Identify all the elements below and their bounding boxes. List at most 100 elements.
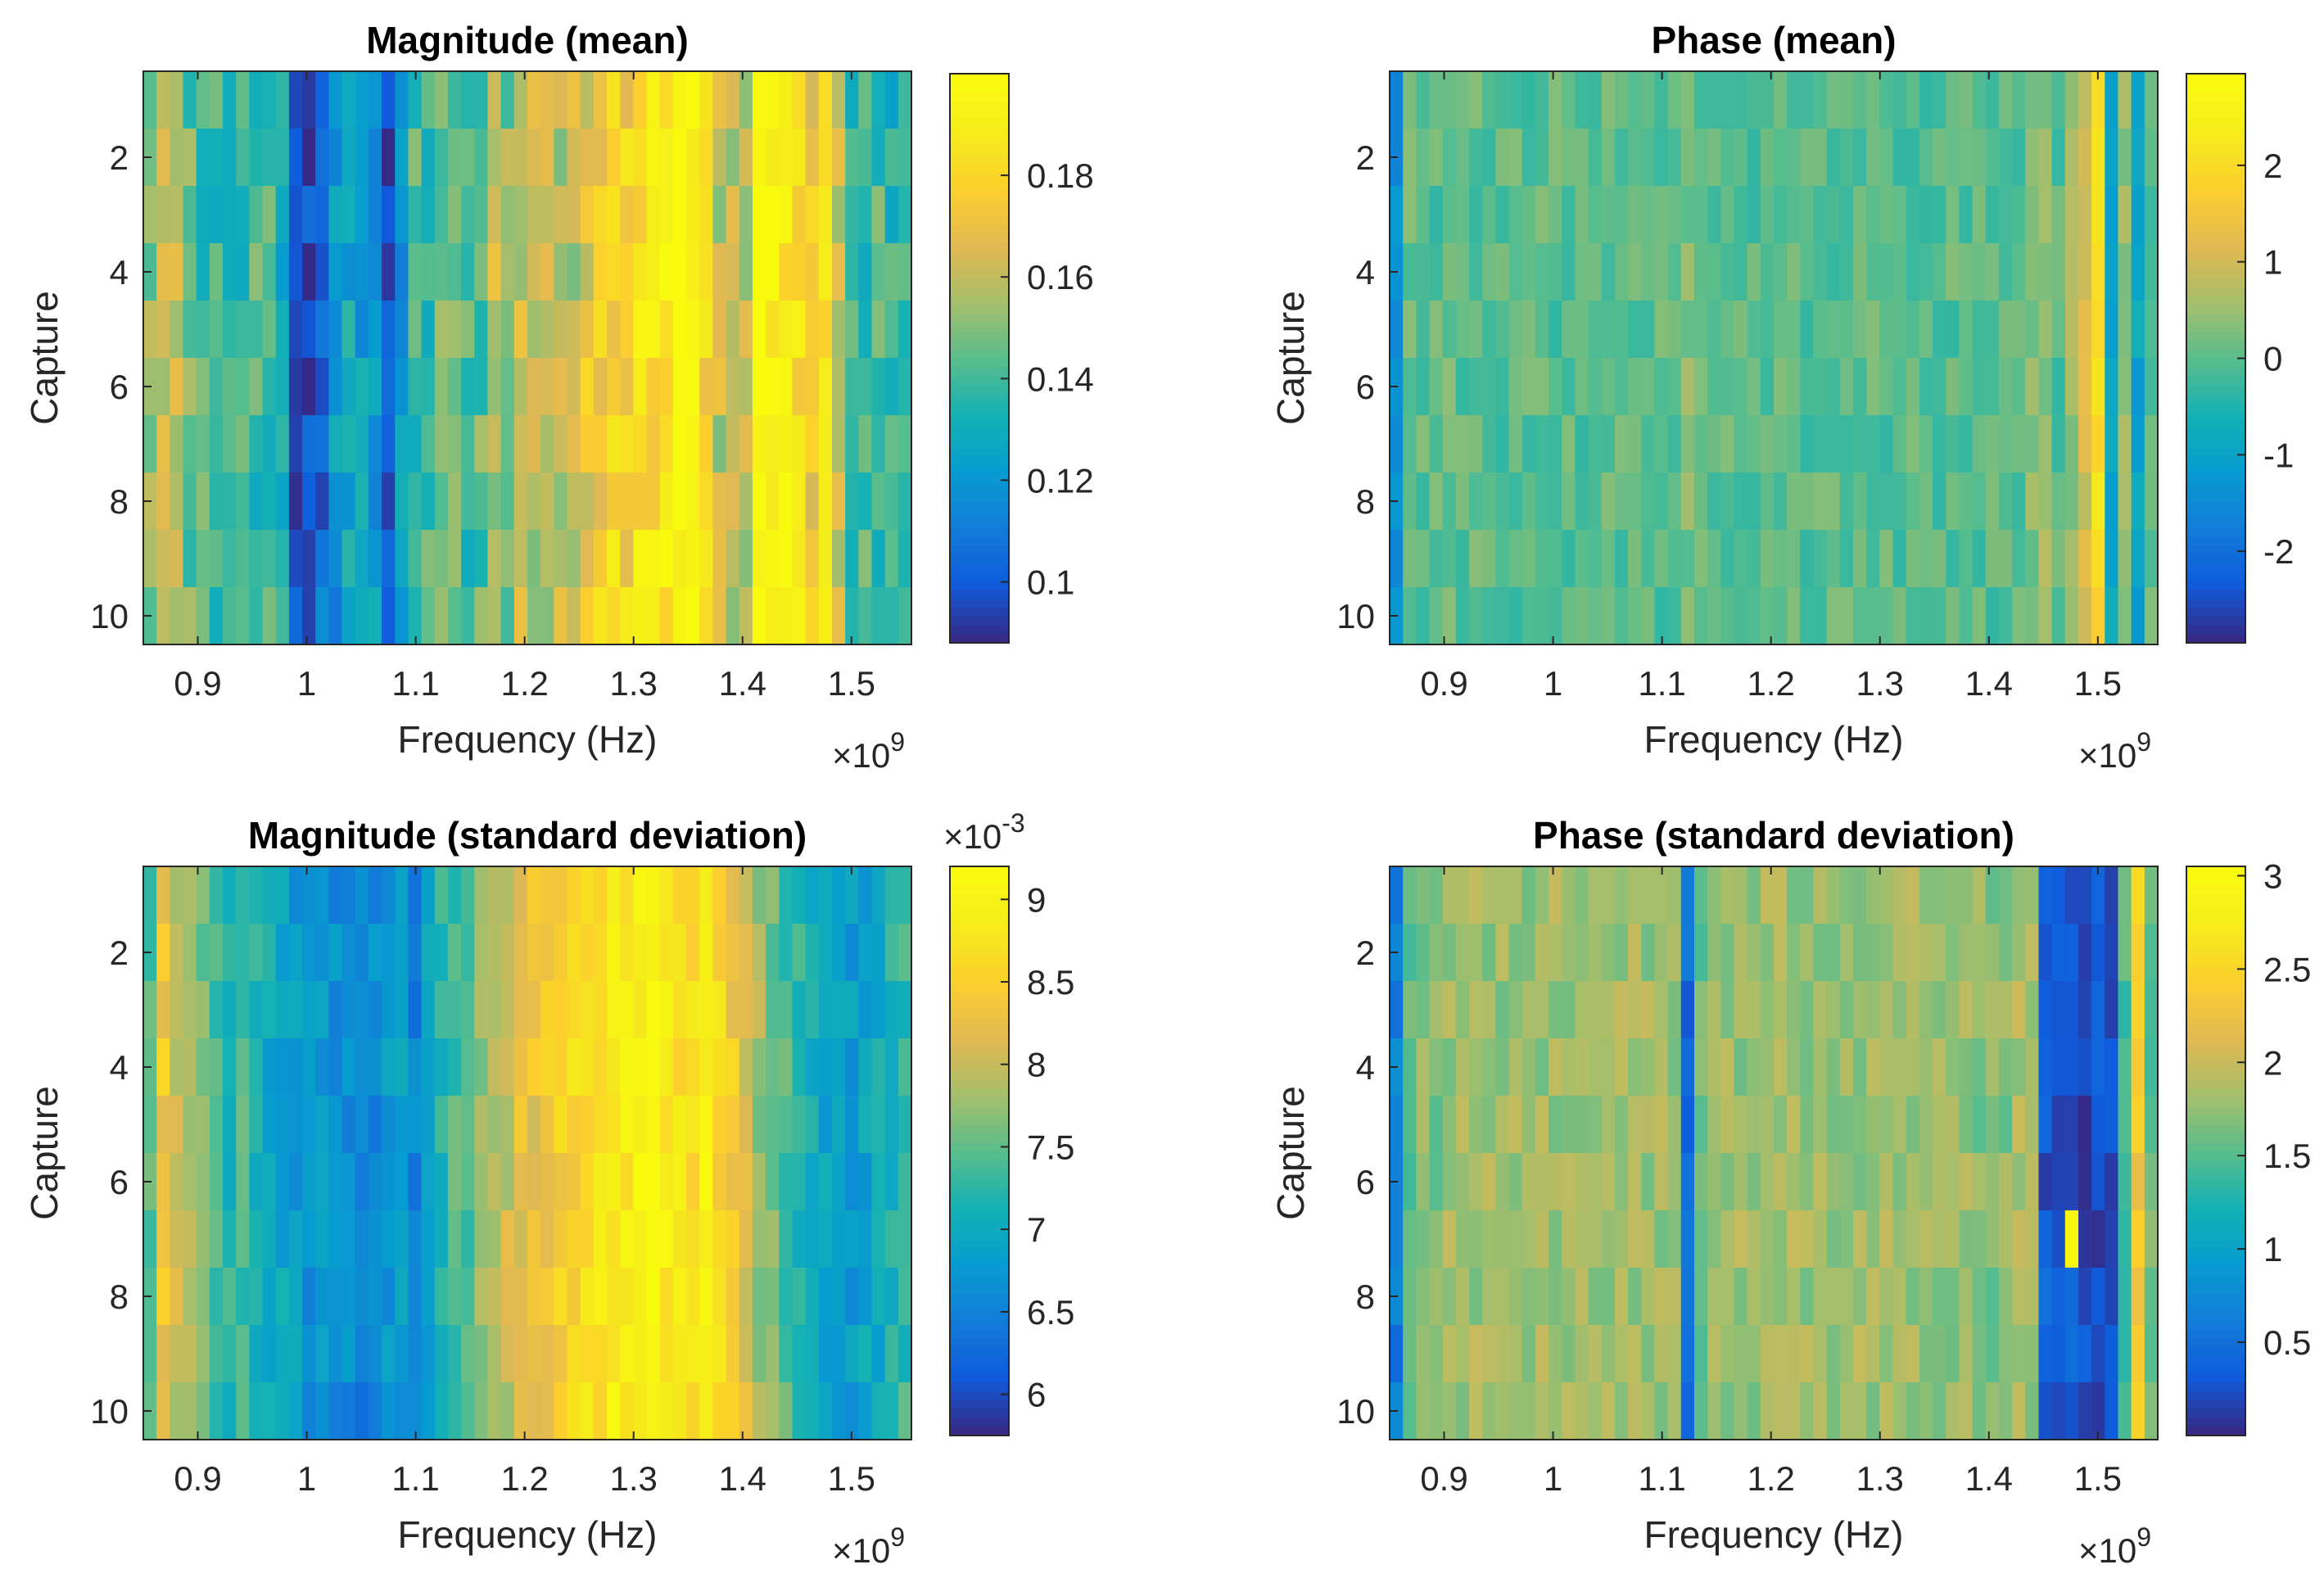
heatmap-cell: [779, 587, 794, 645]
heatmap-cell: [766, 129, 780, 187]
heatmap-cell: [487, 301, 502, 359]
heatmap-cell: [156, 473, 170, 531]
heatmap-cell: [447, 243, 462, 301]
colorbar-segment: [950, 1053, 1009, 1063]
colorbar-segment: [2186, 1284, 2245, 1294]
heatmap-cell: [249, 1096, 264, 1154]
heatmap-cell: [779, 415, 794, 473]
heatmap-cell: [262, 186, 277, 244]
heatmap-cell: [1455, 530, 1470, 588]
heatmap-cell: [1787, 473, 1801, 531]
colorbar-segment: [2186, 1355, 2245, 1365]
colorbar-segment: [950, 634, 1009, 644]
heatmap-cell: [328, 587, 343, 645]
x-tick-label: 1.2: [1747, 664, 1794, 703]
y-tick-label: 10: [90, 597, 129, 635]
x-axis-label: Frequency (Hz): [1644, 718, 1904, 761]
colorbar-segment: [950, 429, 1009, 439]
heatmap-cell: [2038, 71, 2053, 129]
heatmap-cell: [712, 530, 727, 588]
heatmap-cell: [434, 587, 449, 645]
heatmap-cell: [1508, 1153, 1523, 1211]
heatmap-cell: [593, 1153, 608, 1211]
heatmap-cell: [2064, 1153, 2079, 1211]
heatmap-cell: [818, 358, 833, 416]
heatmap-cell: [302, 1096, 316, 1154]
heatmap-cell: [1535, 1325, 1549, 1383]
heatmap-cell: [1760, 301, 1775, 359]
heatmap-cell: [1866, 981, 1880, 1039]
heatmap-cell: [1628, 71, 1642, 129]
heatmap-cell: [766, 530, 780, 588]
heatmap-cell: [766, 981, 780, 1039]
heatmap-cell: [1787, 1153, 1801, 1211]
heatmap-cell: [739, 530, 753, 588]
heatmap-cell: [1403, 71, 1417, 129]
heatmap-cell: [2144, 301, 2159, 359]
heatmap-cell: [302, 301, 316, 359]
colorbar-segment: [2186, 545, 2245, 555]
heatmap-cell: [170, 1153, 184, 1211]
heatmap-cell: [1562, 1325, 1576, 1383]
heatmap-cell: [434, 866, 449, 925]
heatmap-cell: [474, 924, 489, 982]
heatmap-cell: [897, 71, 912, 129]
heatmap-cell: [1588, 1210, 1603, 1268]
heatmap-cell: [1760, 1268, 1775, 1326]
heatmap-cell: [183, 1382, 197, 1440]
heatmap-cell: [1707, 1382, 1721, 1440]
heatmap-cell: [818, 866, 833, 925]
heatmap-cell: [1429, 1210, 1444, 1268]
heatmap-cell: [1787, 415, 1801, 473]
heatmap-cell: [275, 71, 290, 129]
heatmap-cell: [818, 530, 833, 588]
heatmap-cell: [1879, 1268, 1894, 1326]
heatmap-cell: [2012, 1268, 2026, 1326]
heatmap-cell: [513, 1153, 528, 1211]
heatmap-cell: [858, 1210, 873, 1268]
heatmap-cell: [805, 358, 820, 416]
heatmap-cell: [540, 981, 554, 1039]
colorbar-segment: [950, 1061, 1009, 1072]
heatmap-cell: [607, 1038, 621, 1096]
heatmap-cell: [779, 243, 794, 301]
colorbar-segment: [950, 455, 1009, 466]
heatmap-cell: [1416, 186, 1431, 244]
heatmap-cell: [897, 924, 912, 982]
heatmap-cell: [1693, 415, 1708, 473]
heatmap-cell: [1747, 1153, 1761, 1211]
heatmap-cell: [1601, 1325, 1616, 1383]
heatmap-cell: [2051, 186, 2066, 244]
colorbar-segment: [2186, 1115, 2245, 1125]
heatmap-cell: [1680, 129, 1695, 187]
colorbar-segment: [950, 1390, 1009, 1401]
heatmap-cell: [858, 924, 873, 982]
x-exponent-label: ×109: [832, 1522, 905, 1569]
heatmap-cell: [1442, 473, 1457, 531]
heatmap-cell: [1641, 1210, 1656, 1268]
colorbar-segment: [950, 118, 1009, 128]
heatmap-cell: [1906, 1153, 1920, 1211]
heatmap-cell: [1521, 587, 1536, 645]
heatmap-cell: [2091, 473, 2105, 531]
heatmap-cell: [1601, 301, 1616, 359]
heatmap-cell: [871, 981, 886, 1039]
colorbar-segment: [950, 438, 1009, 448]
heatmap-cell: [1853, 1096, 1867, 1154]
heatmap-cell: [1628, 530, 1642, 588]
heatmap-cell: [779, 981, 794, 1039]
colorbar-segment: [950, 349, 1009, 359]
colorbar-segment: [950, 1284, 1009, 1294]
heatmap-cell: [858, 866, 873, 925]
heatmap-cell: [1469, 530, 1483, 588]
heatmap-cell: [554, 1153, 568, 1211]
colorbar-segment: [2186, 367, 2245, 377]
colorbar-segment: [2186, 1427, 2245, 1436]
colorbar-segment: [950, 1079, 1009, 1090]
heatmap-cell: [1495, 1153, 1510, 1211]
heatmap-cell: [183, 924, 197, 982]
colorbar-segment: [950, 109, 1009, 119]
heatmap-cell: [1654, 530, 1669, 588]
heatmap-cell: [196, 415, 210, 473]
